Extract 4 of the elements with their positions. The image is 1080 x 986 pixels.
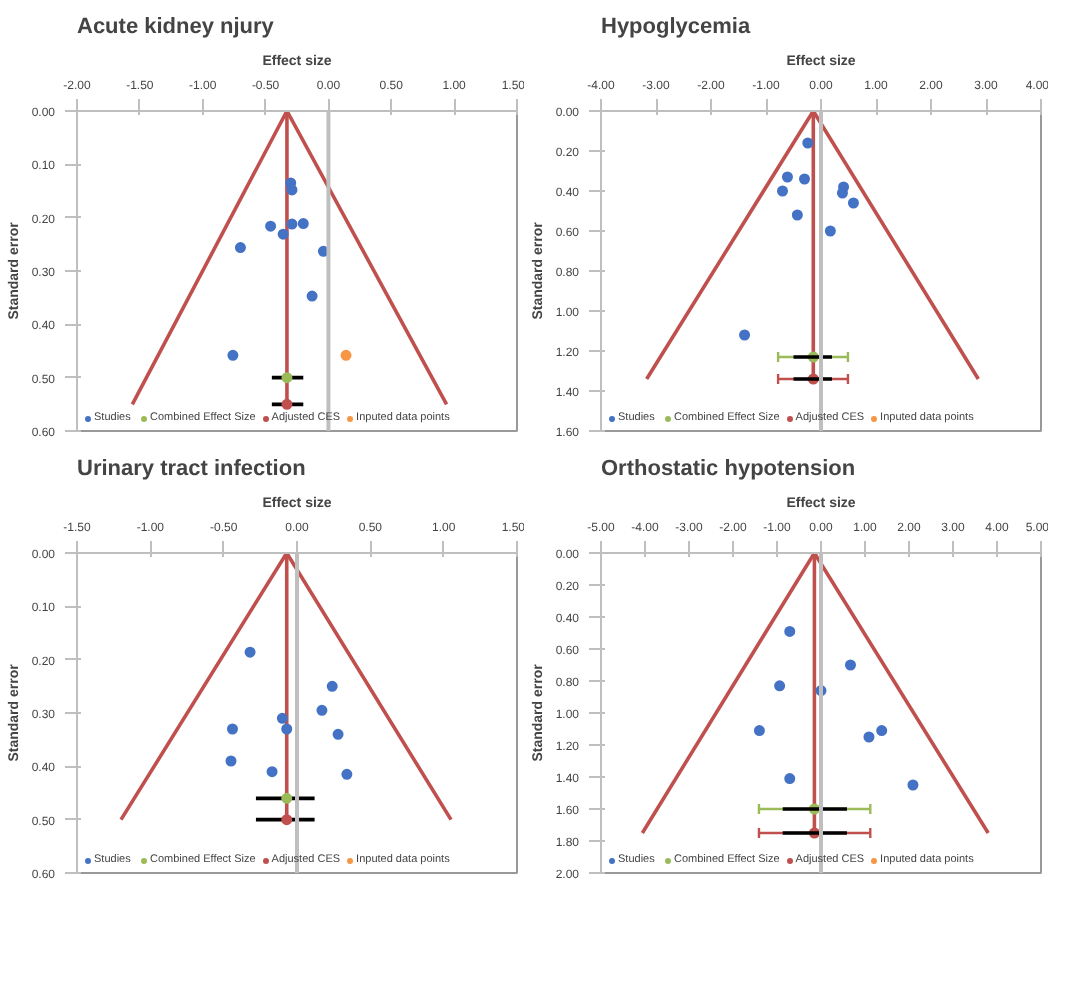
chart-title: Hypoglycemia (601, 15, 752, 39)
chart-title: Orthostatic hypotension (601, 457, 856, 481)
chart-title: Acute kidney njury (77, 15, 276, 39)
chart-title: Urinary tract infection (77, 457, 307, 481)
